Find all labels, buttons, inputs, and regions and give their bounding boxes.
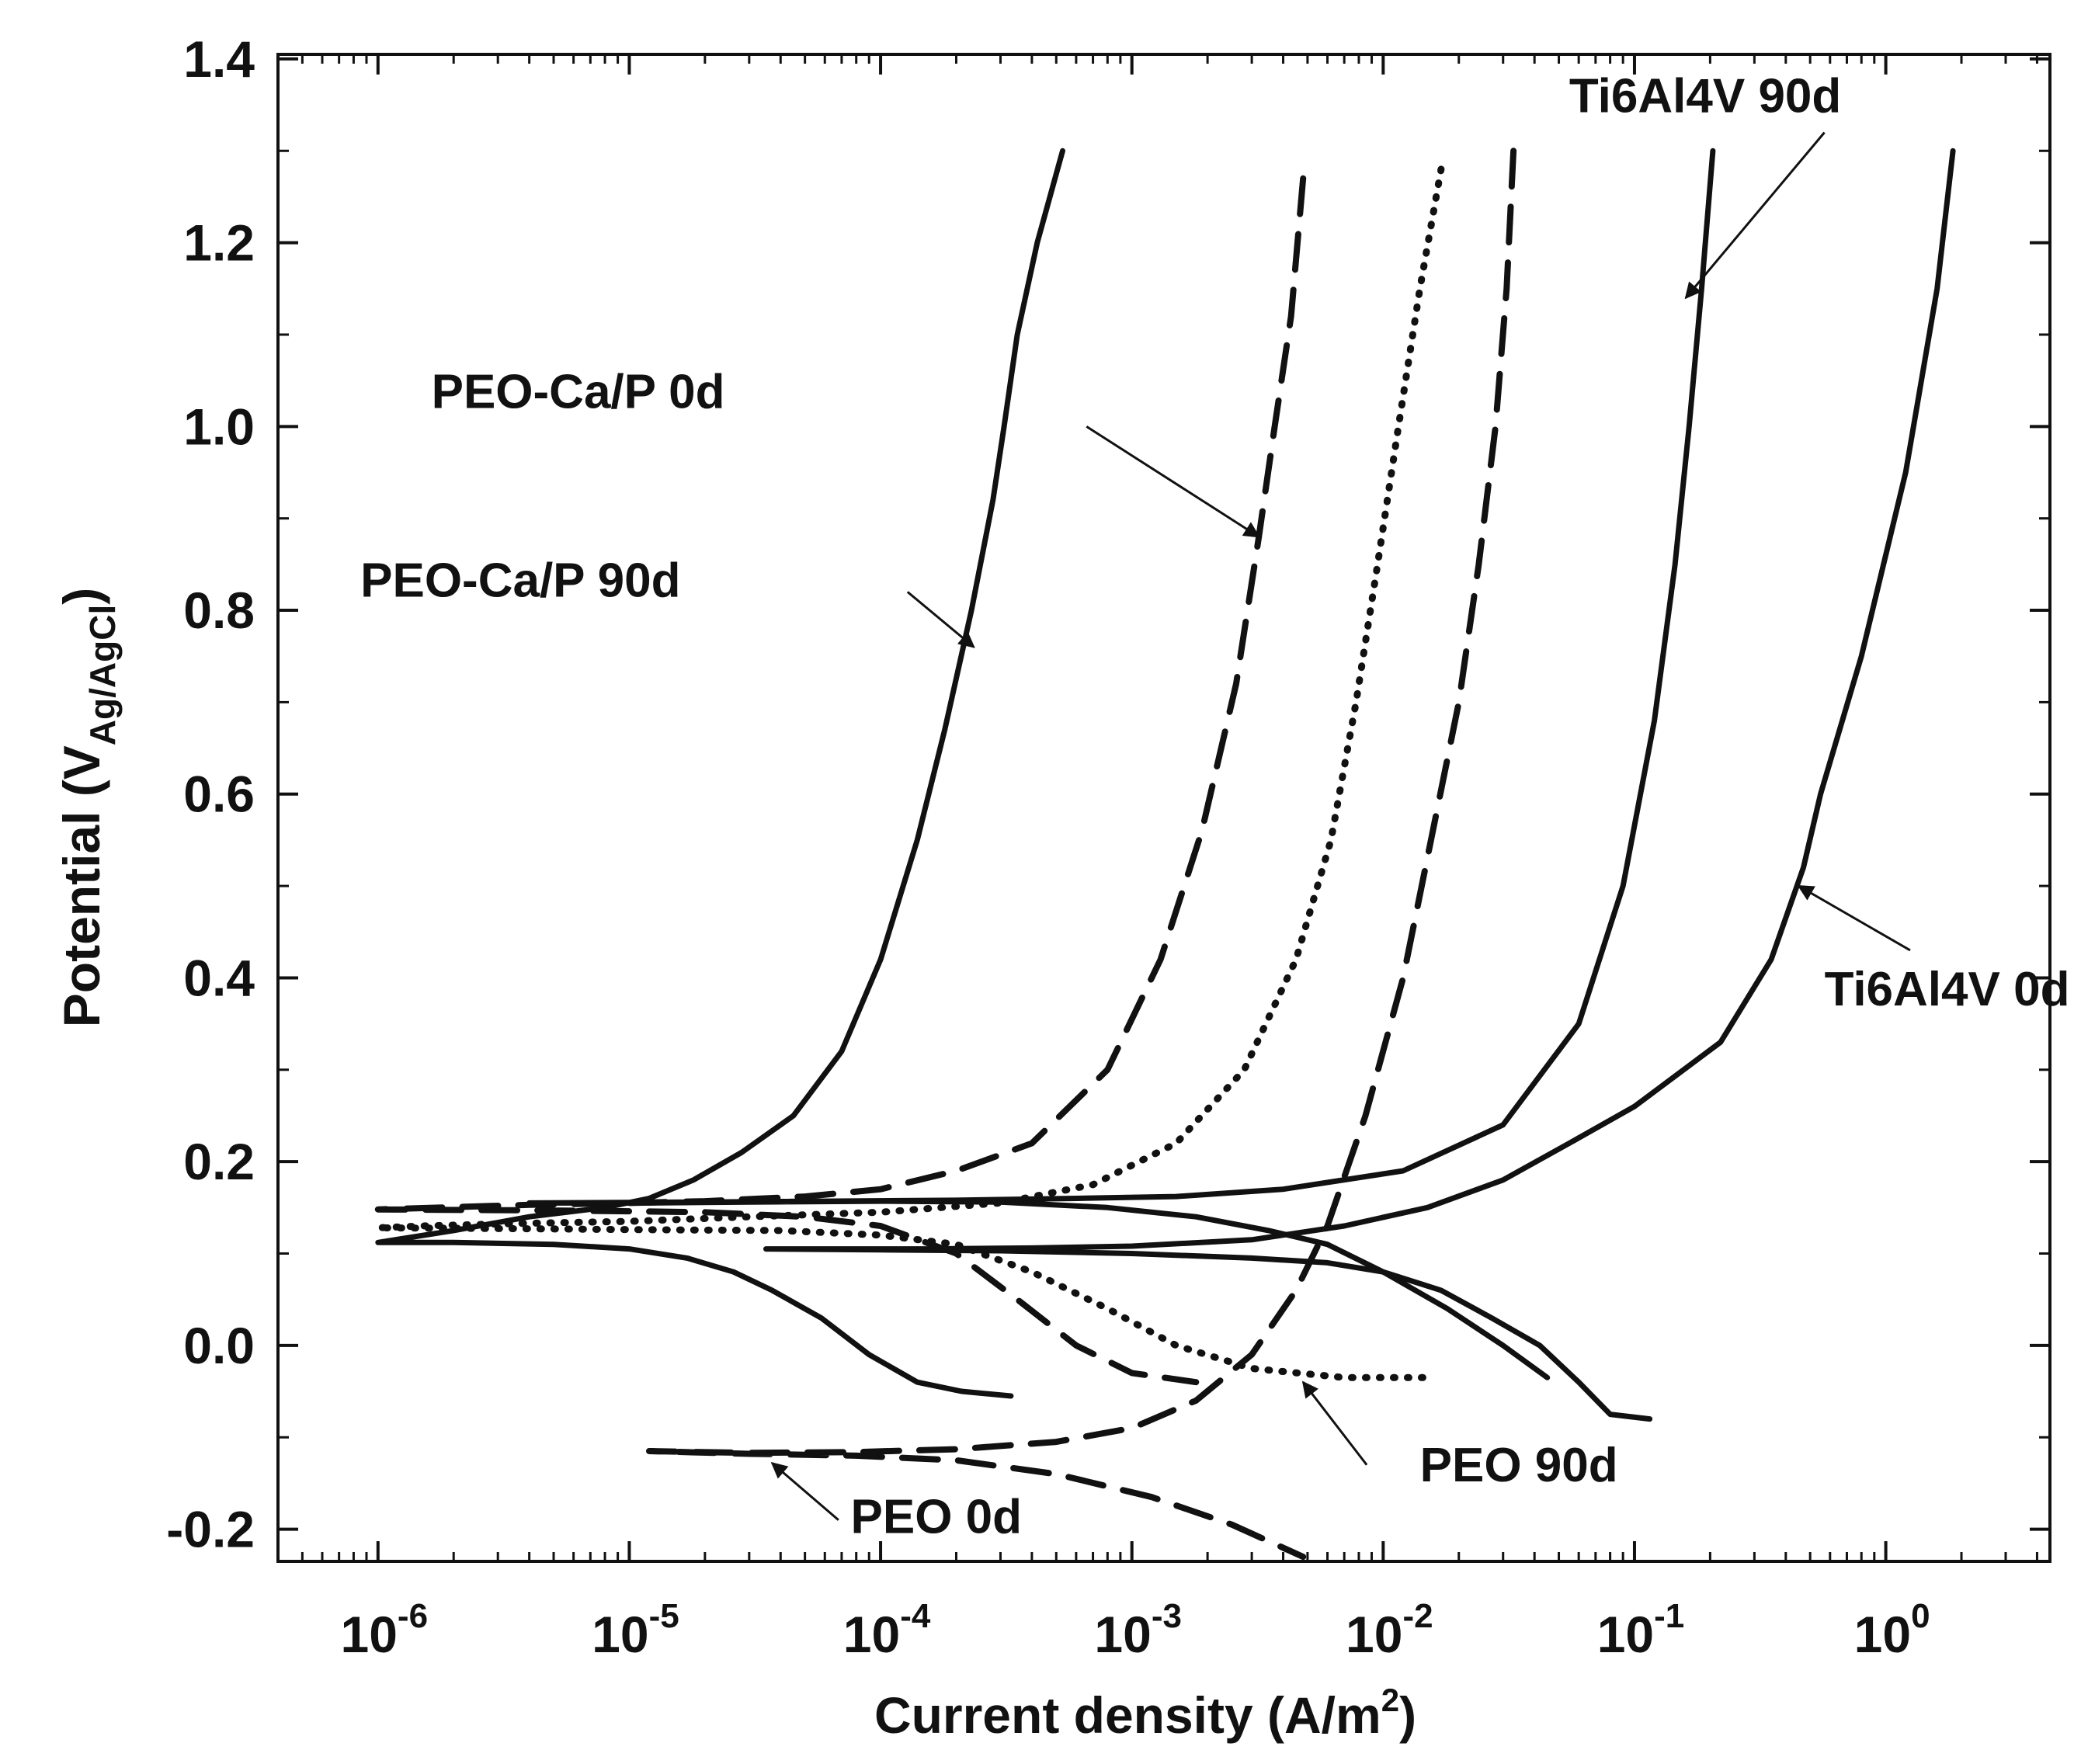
y-tick-label: 0.8 xyxy=(183,582,255,639)
x-axis: 10-6 10-5 10-4 10-3 10-2 10-1 100 xyxy=(341,54,1930,1663)
x-tick-label: 10-6 xyxy=(341,1597,429,1663)
x-tick-label: 10-4 xyxy=(843,1597,931,1663)
annotation-arrow xyxy=(1797,884,1911,952)
annotation-label: Ti6Al4V 0d xyxy=(1825,963,2070,1016)
x-tick-label: 10-5 xyxy=(592,1597,679,1663)
x-tick-label: 10-3 xyxy=(1094,1597,1182,1663)
x-axis-title-tail: ) xyxy=(1399,1686,1416,1744)
series-ti6al4v-90d xyxy=(526,148,1716,1380)
x-axis-title-sup: 2 xyxy=(1381,1682,1399,1718)
series-peo-0d xyxy=(646,148,1517,1561)
series-peo-90d xyxy=(374,165,1445,1381)
annotation-arrow xyxy=(1684,131,1826,300)
y-tick-label: 0.0 xyxy=(183,1317,255,1374)
y-axis-title: Potential (VAg/AgCl) xyxy=(53,588,123,1027)
x-tick-label: 10-2 xyxy=(1346,1597,1433,1663)
y-axis-title-text: Potential (V xyxy=(53,745,110,1027)
annotation-label: PEO-Ca/P 0d xyxy=(432,366,725,419)
y-axis-title-sub: Ag/AgCl xyxy=(82,605,123,745)
series-layer xyxy=(374,148,1956,1561)
y-axis-title-tail: ) xyxy=(53,588,110,605)
y-tick-label: 1.2 xyxy=(183,214,255,272)
x-tick-label: 10-1 xyxy=(1597,1597,1685,1663)
y-tick-label: 1.0 xyxy=(183,398,255,455)
annotation-arrow xyxy=(1301,1380,1368,1466)
y-axis: 1.4 1.2 1.0 0.8 0.6 0.4 0.2 0.0 -0.2 xyxy=(166,30,2050,1558)
annotation-label: Ti6Al4V 90d xyxy=(1569,70,1841,123)
series-peo-ca-p-90d xyxy=(375,148,1065,1399)
annotation-label: PEO-Ca/P 90d xyxy=(360,554,680,607)
x-minor-ticks xyxy=(301,54,2038,1561)
annotation-label: PEO 90d xyxy=(1420,1439,1618,1492)
x-axis-title-text: Current density (A/m xyxy=(874,1686,1381,1744)
y-tick-label: 0.2 xyxy=(183,1133,255,1190)
annotation-arrow xyxy=(1086,425,1260,538)
series-ti6al4v-0d xyxy=(763,148,1956,1422)
annotation-arrow xyxy=(770,1461,839,1521)
annotation-arrow xyxy=(906,591,975,648)
y-tick-label: -0.2 xyxy=(166,1501,255,1558)
annotation-layer: PEO-Ca/P 0d PEO-Ca/P 90d Ti6Al4V 90d Ti6Al4… xyxy=(360,70,2069,1544)
plot-frame xyxy=(276,53,2051,1563)
y-tick-label: 1.4 xyxy=(183,30,255,88)
y-tick-label: 0.4 xyxy=(183,949,255,1006)
x-tick-label: 100 xyxy=(1854,1597,1930,1663)
x-axis-title: Current density (A/m2) xyxy=(874,1682,1416,1744)
annotation-label: PEO 0d xyxy=(850,1490,1022,1544)
y-tick-label: 0.6 xyxy=(183,766,255,823)
